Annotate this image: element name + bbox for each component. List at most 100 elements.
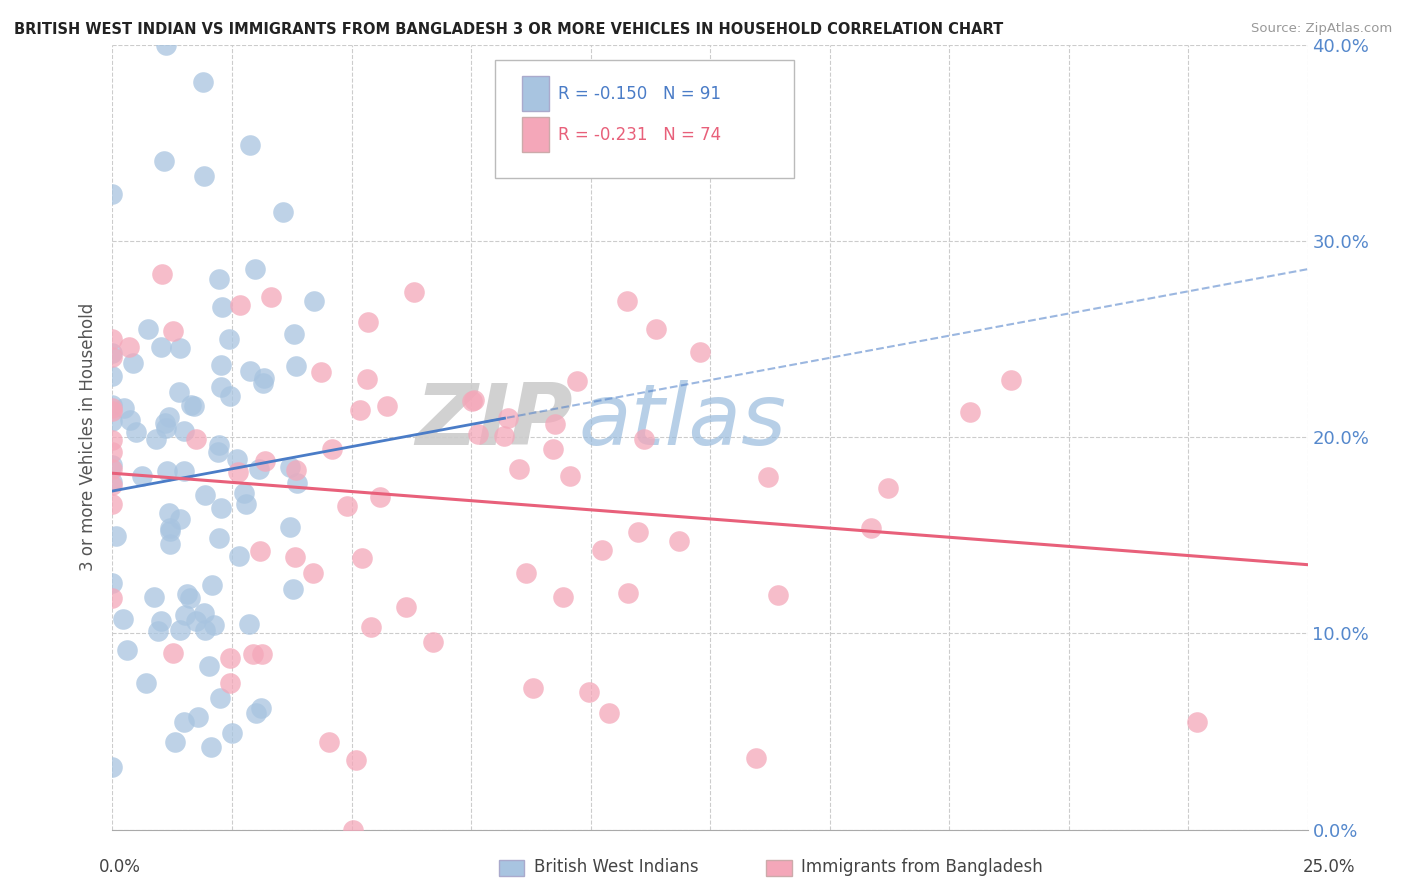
Text: BRITISH WEST INDIAN VS IMMIGRANTS FROM BANGLADESH 3 OR MORE VEHICLES IN HOUSEHOL: BRITISH WEST INDIAN VS IMMIGRANTS FROM B… xyxy=(14,22,1004,37)
Point xyxy=(193,606,215,620)
Text: R = -0.231   N = 74: R = -0.231 N = 74 xyxy=(558,126,721,144)
Point xyxy=(173,425,195,439)
Point xyxy=(111,612,134,626)
Point xyxy=(745,751,768,765)
Point xyxy=(187,710,209,724)
Point xyxy=(159,537,181,551)
Point xyxy=(101,397,124,411)
Point xyxy=(309,365,332,379)
Point xyxy=(101,350,124,364)
Point xyxy=(145,432,167,446)
Point xyxy=(239,364,262,378)
Point xyxy=(186,614,208,628)
Point xyxy=(209,359,232,373)
Point xyxy=(219,389,242,403)
Point xyxy=(280,459,302,474)
Point xyxy=(211,300,233,314)
Point xyxy=(101,345,124,359)
Point xyxy=(565,374,588,388)
Point xyxy=(169,385,191,400)
Point xyxy=(1185,715,1208,730)
Point xyxy=(252,376,274,390)
Point xyxy=(124,425,146,439)
Point xyxy=(959,405,981,419)
Point xyxy=(284,359,307,374)
Point xyxy=(169,624,191,638)
Text: 0.0%: 0.0% xyxy=(98,858,141,876)
Point xyxy=(101,497,124,511)
Point xyxy=(368,490,391,504)
Point xyxy=(553,591,575,605)
Point xyxy=(617,586,640,600)
Point xyxy=(191,74,214,88)
Point xyxy=(153,416,176,430)
Point xyxy=(284,550,307,565)
Point xyxy=(209,380,232,394)
Point xyxy=(104,529,127,543)
Point xyxy=(101,760,124,774)
Point xyxy=(101,591,124,606)
Point xyxy=(1000,373,1022,387)
Point xyxy=(228,466,250,480)
Point xyxy=(101,462,124,476)
Point xyxy=(578,685,600,699)
Point xyxy=(346,754,368,768)
Point xyxy=(193,623,215,637)
Point xyxy=(115,643,138,657)
Point xyxy=(208,438,231,452)
Point xyxy=(198,658,221,673)
Point xyxy=(101,332,124,346)
Point xyxy=(173,464,195,478)
Point xyxy=(101,186,124,201)
Point xyxy=(271,205,294,219)
Text: ZIP: ZIP xyxy=(415,380,572,463)
Point xyxy=(321,442,343,456)
Point xyxy=(207,444,229,458)
Point xyxy=(239,138,262,153)
Point xyxy=(101,445,124,459)
Point xyxy=(208,531,231,545)
Point xyxy=(627,525,650,540)
Point xyxy=(668,533,690,548)
Point xyxy=(159,521,181,535)
Point xyxy=(118,413,141,427)
Point xyxy=(155,420,177,434)
Point xyxy=(101,576,124,591)
Y-axis label: 3 or more Vehicles in Household: 3 or more Vehicles in Household xyxy=(79,303,97,571)
Point xyxy=(169,512,191,526)
Point xyxy=(245,262,267,277)
Point xyxy=(560,469,582,483)
Point xyxy=(349,402,371,417)
Point xyxy=(173,714,195,729)
Text: Source: ZipAtlas.com: Source: ZipAtlas.com xyxy=(1251,22,1392,36)
Point xyxy=(283,326,305,341)
Point xyxy=(121,356,143,370)
Point xyxy=(193,169,215,183)
Point xyxy=(859,521,882,535)
Point xyxy=(202,617,225,632)
Point xyxy=(155,37,177,52)
Point xyxy=(142,591,165,605)
Point xyxy=(131,468,153,483)
Point xyxy=(218,332,240,346)
Point xyxy=(101,475,124,490)
Text: British West Indians: British West Indians xyxy=(534,858,699,876)
Point xyxy=(101,434,124,448)
Point xyxy=(101,414,124,428)
Point xyxy=(278,520,301,534)
Point xyxy=(756,469,779,483)
Point xyxy=(302,566,325,580)
FancyBboxPatch shape xyxy=(495,61,794,178)
Point xyxy=(375,399,398,413)
Point xyxy=(135,676,157,690)
Point xyxy=(689,344,711,359)
Point xyxy=(250,700,273,714)
Point xyxy=(522,681,544,696)
Point xyxy=(235,498,257,512)
Point xyxy=(173,608,195,623)
Point xyxy=(179,591,201,606)
Point xyxy=(508,462,530,476)
Point xyxy=(221,726,243,740)
Point xyxy=(249,543,271,558)
Point xyxy=(118,340,141,354)
